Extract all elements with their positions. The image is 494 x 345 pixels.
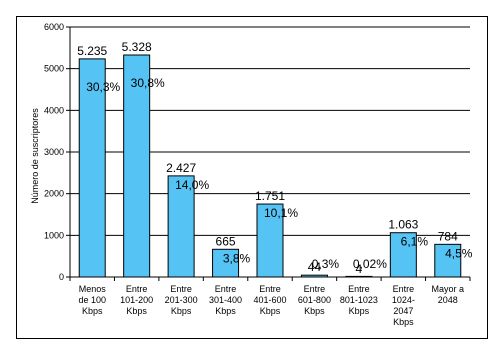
value-label: 1.751 — [255, 189, 285, 203]
x-tick-label: 201-300 — [165, 295, 198, 305]
y-tick-label: 3000 — [44, 147, 64, 157]
x-tick-label: Kbps — [171, 306, 192, 316]
x-tick-label: 2048 — [438, 295, 458, 305]
x-tick-label: Kbps — [215, 306, 236, 316]
x-tick-label: Kbps — [126, 306, 147, 316]
x-tick-label: 301-400 — [209, 295, 242, 305]
x-tick-label: de 100 — [78, 295, 106, 305]
x-tick-label: Kbps — [82, 306, 103, 316]
x-tick-label: Entre — [126, 284, 148, 294]
value-label: 5.328 — [122, 40, 152, 54]
x-tick-label: Entre — [170, 284, 192, 294]
value-label: 784 — [438, 229, 458, 243]
x-tick-label: Kbps — [260, 306, 281, 316]
x-tick-label: Kbps — [393, 317, 414, 327]
x-tick-label: Menos — [79, 284, 107, 294]
y-tick-label: 6000 — [44, 22, 64, 32]
value-label: 1.063 — [388, 218, 418, 232]
y-axis-label: Número de suscriptores — [30, 108, 40, 204]
percent-label: 30,3% — [86, 80, 120, 94]
x-tick-label: 1024- — [392, 295, 415, 305]
percent-label: 0,3% — [312, 257, 340, 271]
percent-label: 30,8% — [131, 76, 165, 90]
percent-label: 6,1% — [401, 235, 429, 249]
x-tick-label: Entre — [304, 284, 326, 294]
y-tick-label: 4000 — [44, 105, 64, 115]
x-tick-label: 801-1023 — [340, 295, 378, 305]
percent-label: 3,8% — [223, 251, 251, 265]
x-tick-label: Entre — [348, 284, 370, 294]
x-tick-label: Mayor a — [432, 284, 465, 294]
value-label: 5.235 — [77, 44, 107, 58]
y-tick-label: 1000 — [44, 230, 64, 240]
x-tick-label: 401-600 — [253, 295, 286, 305]
y-tick-label: 5000 — [44, 64, 64, 74]
y-tick-label: 2000 — [44, 189, 64, 199]
x-tick-label: Entre — [215, 284, 237, 294]
percent-label: 10,1% — [264, 206, 298, 220]
x-tick-label: 101-200 — [120, 295, 153, 305]
percent-label: 0,02% — [353, 257, 387, 271]
value-label: 2.427 — [166, 161, 196, 175]
x-tick-label: Entre — [259, 284, 281, 294]
percent-label: 4,5% — [445, 246, 473, 260]
value-label: 665 — [216, 234, 236, 248]
x-tick-label: 2047 — [393, 306, 413, 316]
x-tick-label: Kbps — [304, 306, 325, 316]
y-tick-label: 0 — [59, 272, 64, 282]
x-tick-label: Kbps — [349, 306, 370, 316]
x-tick-label: Entre — [393, 284, 415, 294]
percent-label: 14,0% — [175, 178, 209, 192]
x-tick-label: 601-800 — [298, 295, 331, 305]
